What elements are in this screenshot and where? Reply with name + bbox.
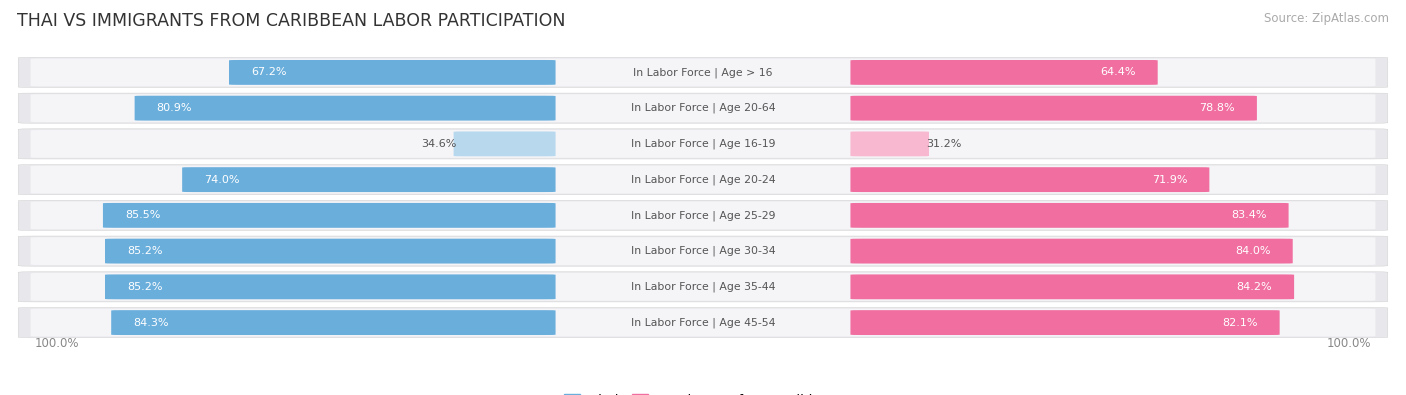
Text: 85.5%: 85.5% xyxy=(125,211,160,220)
FancyBboxPatch shape xyxy=(18,129,1388,159)
FancyBboxPatch shape xyxy=(31,130,1375,158)
FancyBboxPatch shape xyxy=(31,166,1375,194)
FancyBboxPatch shape xyxy=(31,273,1375,301)
FancyBboxPatch shape xyxy=(31,58,1375,87)
FancyBboxPatch shape xyxy=(18,200,1388,230)
FancyBboxPatch shape xyxy=(851,60,1157,85)
Text: 31.2%: 31.2% xyxy=(927,139,962,149)
Text: 82.1%: 82.1% xyxy=(1222,318,1257,327)
FancyBboxPatch shape xyxy=(105,239,555,263)
Text: 34.6%: 34.6% xyxy=(420,139,457,149)
FancyBboxPatch shape xyxy=(18,93,1388,123)
Text: In Labor Force | Age 30-34: In Labor Force | Age 30-34 xyxy=(631,246,775,256)
Text: 67.2%: 67.2% xyxy=(252,68,287,77)
FancyBboxPatch shape xyxy=(851,275,1294,299)
Legend: Thai, Immigrants from Caribbean: Thai, Immigrants from Caribbean xyxy=(564,394,842,395)
FancyBboxPatch shape xyxy=(454,132,555,156)
Text: 83.4%: 83.4% xyxy=(1232,211,1267,220)
FancyBboxPatch shape xyxy=(105,275,555,299)
Text: 84.2%: 84.2% xyxy=(1236,282,1272,292)
FancyBboxPatch shape xyxy=(18,57,1388,88)
Text: 74.0%: 74.0% xyxy=(204,175,239,184)
Text: 84.3%: 84.3% xyxy=(134,318,169,327)
FancyBboxPatch shape xyxy=(229,60,555,85)
FancyBboxPatch shape xyxy=(31,94,1375,122)
FancyBboxPatch shape xyxy=(851,203,1289,228)
Text: In Labor Force | Age 25-29: In Labor Force | Age 25-29 xyxy=(631,210,775,221)
FancyBboxPatch shape xyxy=(103,203,555,228)
Text: In Labor Force | Age 20-24: In Labor Force | Age 20-24 xyxy=(631,174,775,185)
Text: In Labor Force | Age 45-54: In Labor Force | Age 45-54 xyxy=(631,317,775,328)
FancyBboxPatch shape xyxy=(135,96,555,120)
FancyBboxPatch shape xyxy=(851,167,1209,192)
FancyBboxPatch shape xyxy=(851,96,1257,120)
FancyBboxPatch shape xyxy=(111,310,555,335)
Text: 100.0%: 100.0% xyxy=(1327,337,1371,350)
Text: In Labor Force | Age 20-64: In Labor Force | Age 20-64 xyxy=(631,103,775,113)
FancyBboxPatch shape xyxy=(18,307,1388,338)
FancyBboxPatch shape xyxy=(31,308,1375,337)
Text: 84.0%: 84.0% xyxy=(1236,246,1271,256)
Text: In Labor Force | Age 16-19: In Labor Force | Age 16-19 xyxy=(631,139,775,149)
FancyBboxPatch shape xyxy=(18,165,1388,195)
Text: 85.2%: 85.2% xyxy=(127,246,163,256)
Text: 64.4%: 64.4% xyxy=(1099,68,1136,77)
FancyBboxPatch shape xyxy=(31,201,1375,229)
FancyBboxPatch shape xyxy=(183,167,555,192)
FancyBboxPatch shape xyxy=(851,310,1279,335)
Text: THAI VS IMMIGRANTS FROM CARIBBEAN LABOR PARTICIPATION: THAI VS IMMIGRANTS FROM CARIBBEAN LABOR … xyxy=(17,12,565,30)
FancyBboxPatch shape xyxy=(851,132,929,156)
FancyBboxPatch shape xyxy=(18,272,1388,302)
Text: 85.2%: 85.2% xyxy=(127,282,163,292)
FancyBboxPatch shape xyxy=(851,239,1292,263)
Text: 78.8%: 78.8% xyxy=(1199,103,1234,113)
Text: In Labor Force | Age 35-44: In Labor Force | Age 35-44 xyxy=(631,282,775,292)
Text: 71.9%: 71.9% xyxy=(1152,175,1187,184)
Text: 100.0%: 100.0% xyxy=(35,337,79,350)
Text: Source: ZipAtlas.com: Source: ZipAtlas.com xyxy=(1264,12,1389,25)
FancyBboxPatch shape xyxy=(18,236,1388,266)
Text: In Labor Force | Age > 16: In Labor Force | Age > 16 xyxy=(633,67,773,78)
Text: 80.9%: 80.9% xyxy=(156,103,193,113)
FancyBboxPatch shape xyxy=(31,237,1375,265)
